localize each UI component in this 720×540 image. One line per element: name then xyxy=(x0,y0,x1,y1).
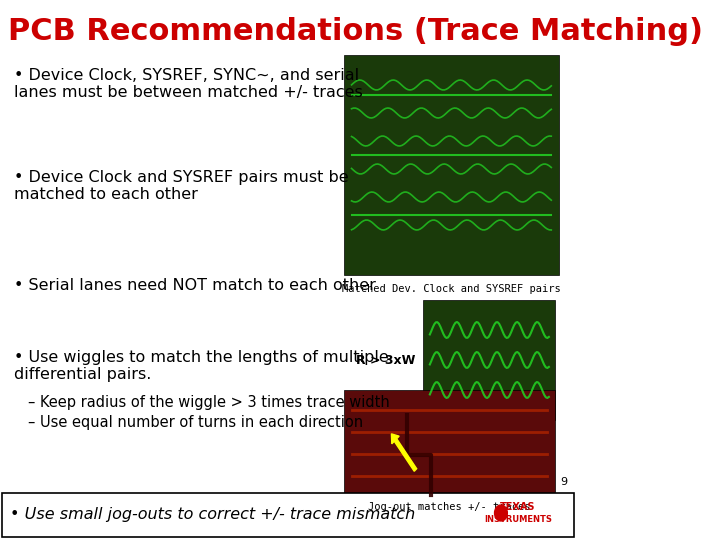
Text: TEXAS: TEXAS xyxy=(500,502,536,512)
FancyBboxPatch shape xyxy=(423,300,555,420)
FancyBboxPatch shape xyxy=(1,493,574,537)
Text: Jog-out matches +/- traces: Jog-out matches +/- traces xyxy=(368,502,531,512)
Text: 9: 9 xyxy=(560,477,567,487)
Text: – Use equal number of turns in each direction: – Use equal number of turns in each dire… xyxy=(28,415,363,430)
Text: – Keep radius of the wiggle > 3 times trace width: – Keep radius of the wiggle > 3 times tr… xyxy=(28,395,390,410)
FancyArrow shape xyxy=(392,434,417,471)
Text: R > 3xW: R > 3xW xyxy=(356,354,415,367)
FancyBboxPatch shape xyxy=(343,55,559,275)
Text: PCB Recommendations (Trace Matching): PCB Recommendations (Trace Matching) xyxy=(8,17,703,46)
Text: • Use wiggles to match the lengths of multiple
differential pairs.: • Use wiggles to match the lengths of mu… xyxy=(14,350,389,382)
Text: Matched Dev. Clock and SYSREF pairs: Matched Dev. Clock and SYSREF pairs xyxy=(342,284,561,294)
Text: INSTRUMENTS: INSTRUMENTS xyxy=(484,515,552,523)
FancyBboxPatch shape xyxy=(343,390,555,495)
Text: • Device Clock and SYSREF pairs must be
matched to each other: • Device Clock and SYSREF pairs must be … xyxy=(14,170,349,202)
Circle shape xyxy=(495,505,508,521)
Text: • Serial lanes need NOT match to each other: • Serial lanes need NOT match to each ot… xyxy=(14,278,377,293)
Text: • Device Clock, SYSREF, SYNC~, and serial
lanes must be between matched +/- trac: • Device Clock, SYSREF, SYNC~, and seria… xyxy=(14,68,363,100)
Text: • Use small jog-outs to correct +/- trace mismatch: • Use small jog-outs to correct +/- trac… xyxy=(9,508,415,523)
